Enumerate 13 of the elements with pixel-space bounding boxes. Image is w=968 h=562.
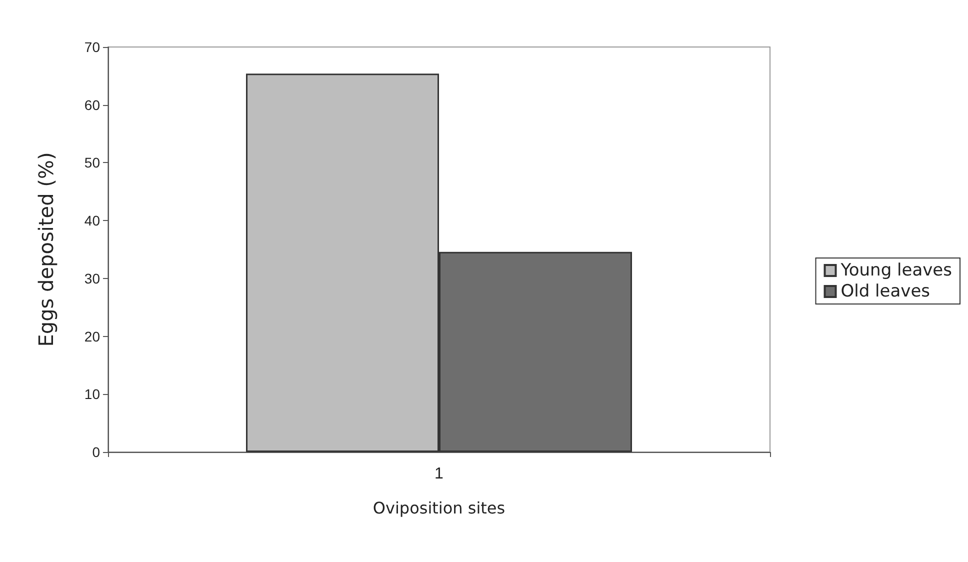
y-tick-label: 60	[84, 96, 100, 113]
y-axis-title: Eggs deposited (%)	[34, 152, 58, 347]
legend-label: Young leaves	[840, 260, 952, 280]
y-tick-label: 50	[84, 154, 100, 171]
y-tick-label: 40	[84, 212, 100, 229]
x-axis-title: Oviposition sites	[372, 498, 506, 518]
x-tick-label: 1	[434, 466, 444, 482]
y-tick-label: 0	[92, 444, 100, 460]
y-tick-label: 10	[84, 386, 100, 402]
legend-label: Old leaves	[840, 282, 930, 302]
y-tick-label: 70	[84, 39, 100, 55]
y-tick-label: 20	[84, 328, 100, 344]
y-tick-label: 30	[84, 270, 100, 286]
